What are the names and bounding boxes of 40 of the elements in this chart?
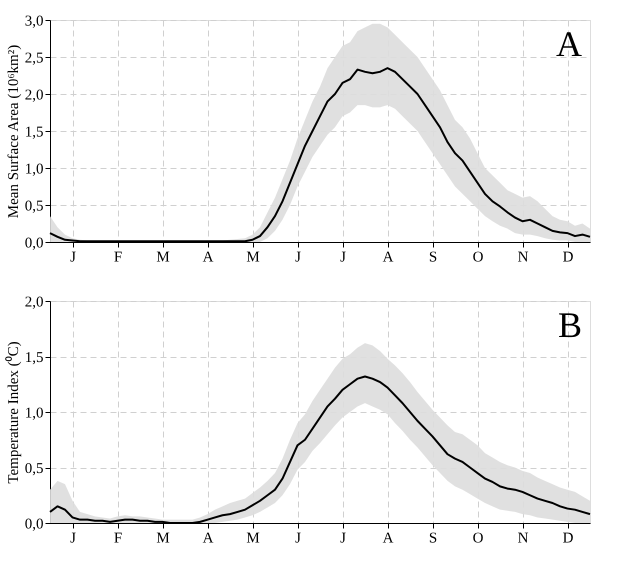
- x-tick-label: J: [340, 250, 346, 266]
- x-tick-label: J: [340, 530, 346, 546]
- y-tick-label: 2,5: [24, 50, 44, 66]
- x-tick-label: D: [562, 530, 574, 546]
- y-tick-label: 1,5: [24, 350, 44, 366]
- x-tick-label: A: [202, 250, 214, 266]
- x-tick-label: J: [70, 250, 76, 266]
- x-tick-label: F: [114, 250, 122, 266]
- y-axis-title: Temperature Index (⁰C): [4, 341, 22, 484]
- x-tick-label: N: [518, 250, 529, 266]
- y-tick-label: 1,0: [24, 162, 44, 178]
- x-tick-label: A: [382, 250, 394, 266]
- y-tick-label: 0,5: [24, 198, 44, 214]
- y-tick-label: 0,0: [24, 516, 44, 532]
- x-tick-label: M: [246, 530, 260, 546]
- x-tick-label: M: [246, 250, 260, 266]
- x-tick-label: S: [428, 530, 438, 546]
- y-tick-label: 1,5: [24, 124, 44, 140]
- y-tick-label: 3,0: [24, 14, 44, 30]
- y-tick-label: 2,0: [24, 294, 44, 310]
- x-tick-label: A: [382, 530, 394, 546]
- annotation: A: [556, 24, 582, 64]
- x-tick-label: M: [156, 250, 170, 266]
- y-axis-title: Mean Surface Area (10⁶km²): [6, 44, 22, 218]
- x-tick-label: S: [428, 250, 438, 266]
- annotation: B: [558, 305, 582, 345]
- x-tick-label: N: [518, 530, 529, 546]
- x-tick-label: D: [562, 250, 574, 266]
- x-tick-label: O: [472, 250, 484, 266]
- x-tick-label: F: [114, 530, 122, 546]
- y-tick-label: 1,0: [24, 406, 44, 422]
- x-tick-label: O: [472, 530, 484, 546]
- x-tick-label: J: [295, 530, 302, 546]
- y-tick-label: 2,0: [24, 88, 44, 104]
- x-tick-label: J: [70, 530, 76, 546]
- x-tick-label: J: [295, 250, 302, 266]
- x-tick-label: A: [202, 530, 214, 546]
- y-tick-label: 0,0: [24, 236, 44, 252]
- x-tick-label: M: [156, 530, 170, 546]
- y-tick-label: 0,5: [24, 461, 44, 477]
